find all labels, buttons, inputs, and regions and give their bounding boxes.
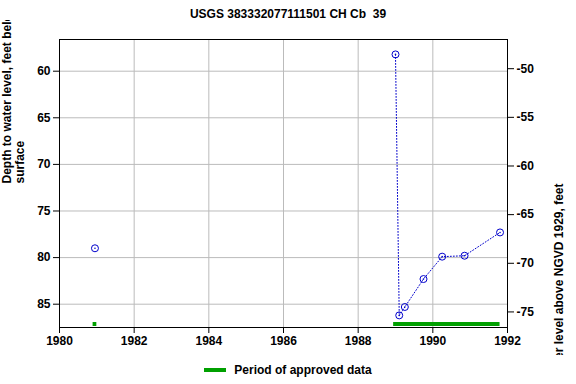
html-text:USGS 383332077111501 CH Cb 39: USGS 383332077111501 CH Cb 39 [189, 7, 387, 21]
svg-text:60: 60 [37, 64, 51, 78]
svg-text:1990: 1990 [419, 334, 446, 348]
svg-text:1986: 1986 [270, 334, 297, 348]
svg-text:75: 75 [37, 204, 51, 218]
svg-text:-60: -60 [517, 159, 535, 173]
svg-text:-75: -75 [517, 305, 535, 319]
svg-text:Groundwater level above NGVD 1: Groundwater level above NGVD 1929, feet [552, 184, 566, 356]
svg-text:Depth to water level, feet bel: Depth to water level, feet below landsur… [0, 20, 27, 184]
svg-text:70: 70 [37, 157, 51, 171]
svg-text:-70: -70 [517, 256, 535, 270]
svg-text:-50: -50 [517, 62, 535, 76]
svg-text:1982: 1982 [121, 334, 148, 348]
svg-text:80: 80 [37, 250, 51, 264]
svg-text:85: 85 [37, 297, 51, 311]
svg-text:65: 65 [37, 111, 51, 125]
svg-text:-55: -55 [517, 110, 535, 124]
svg-text:1988: 1988 [345, 334, 372, 348]
svg-text:1984: 1984 [195, 334, 222, 348]
svg-text:1980: 1980 [46, 334, 73, 348]
svg-text:-65: -65 [517, 207, 535, 221]
svg-text:1992: 1992 [494, 334, 521, 348]
html-text:Period of approved data: Period of approved data [234, 362, 372, 377]
